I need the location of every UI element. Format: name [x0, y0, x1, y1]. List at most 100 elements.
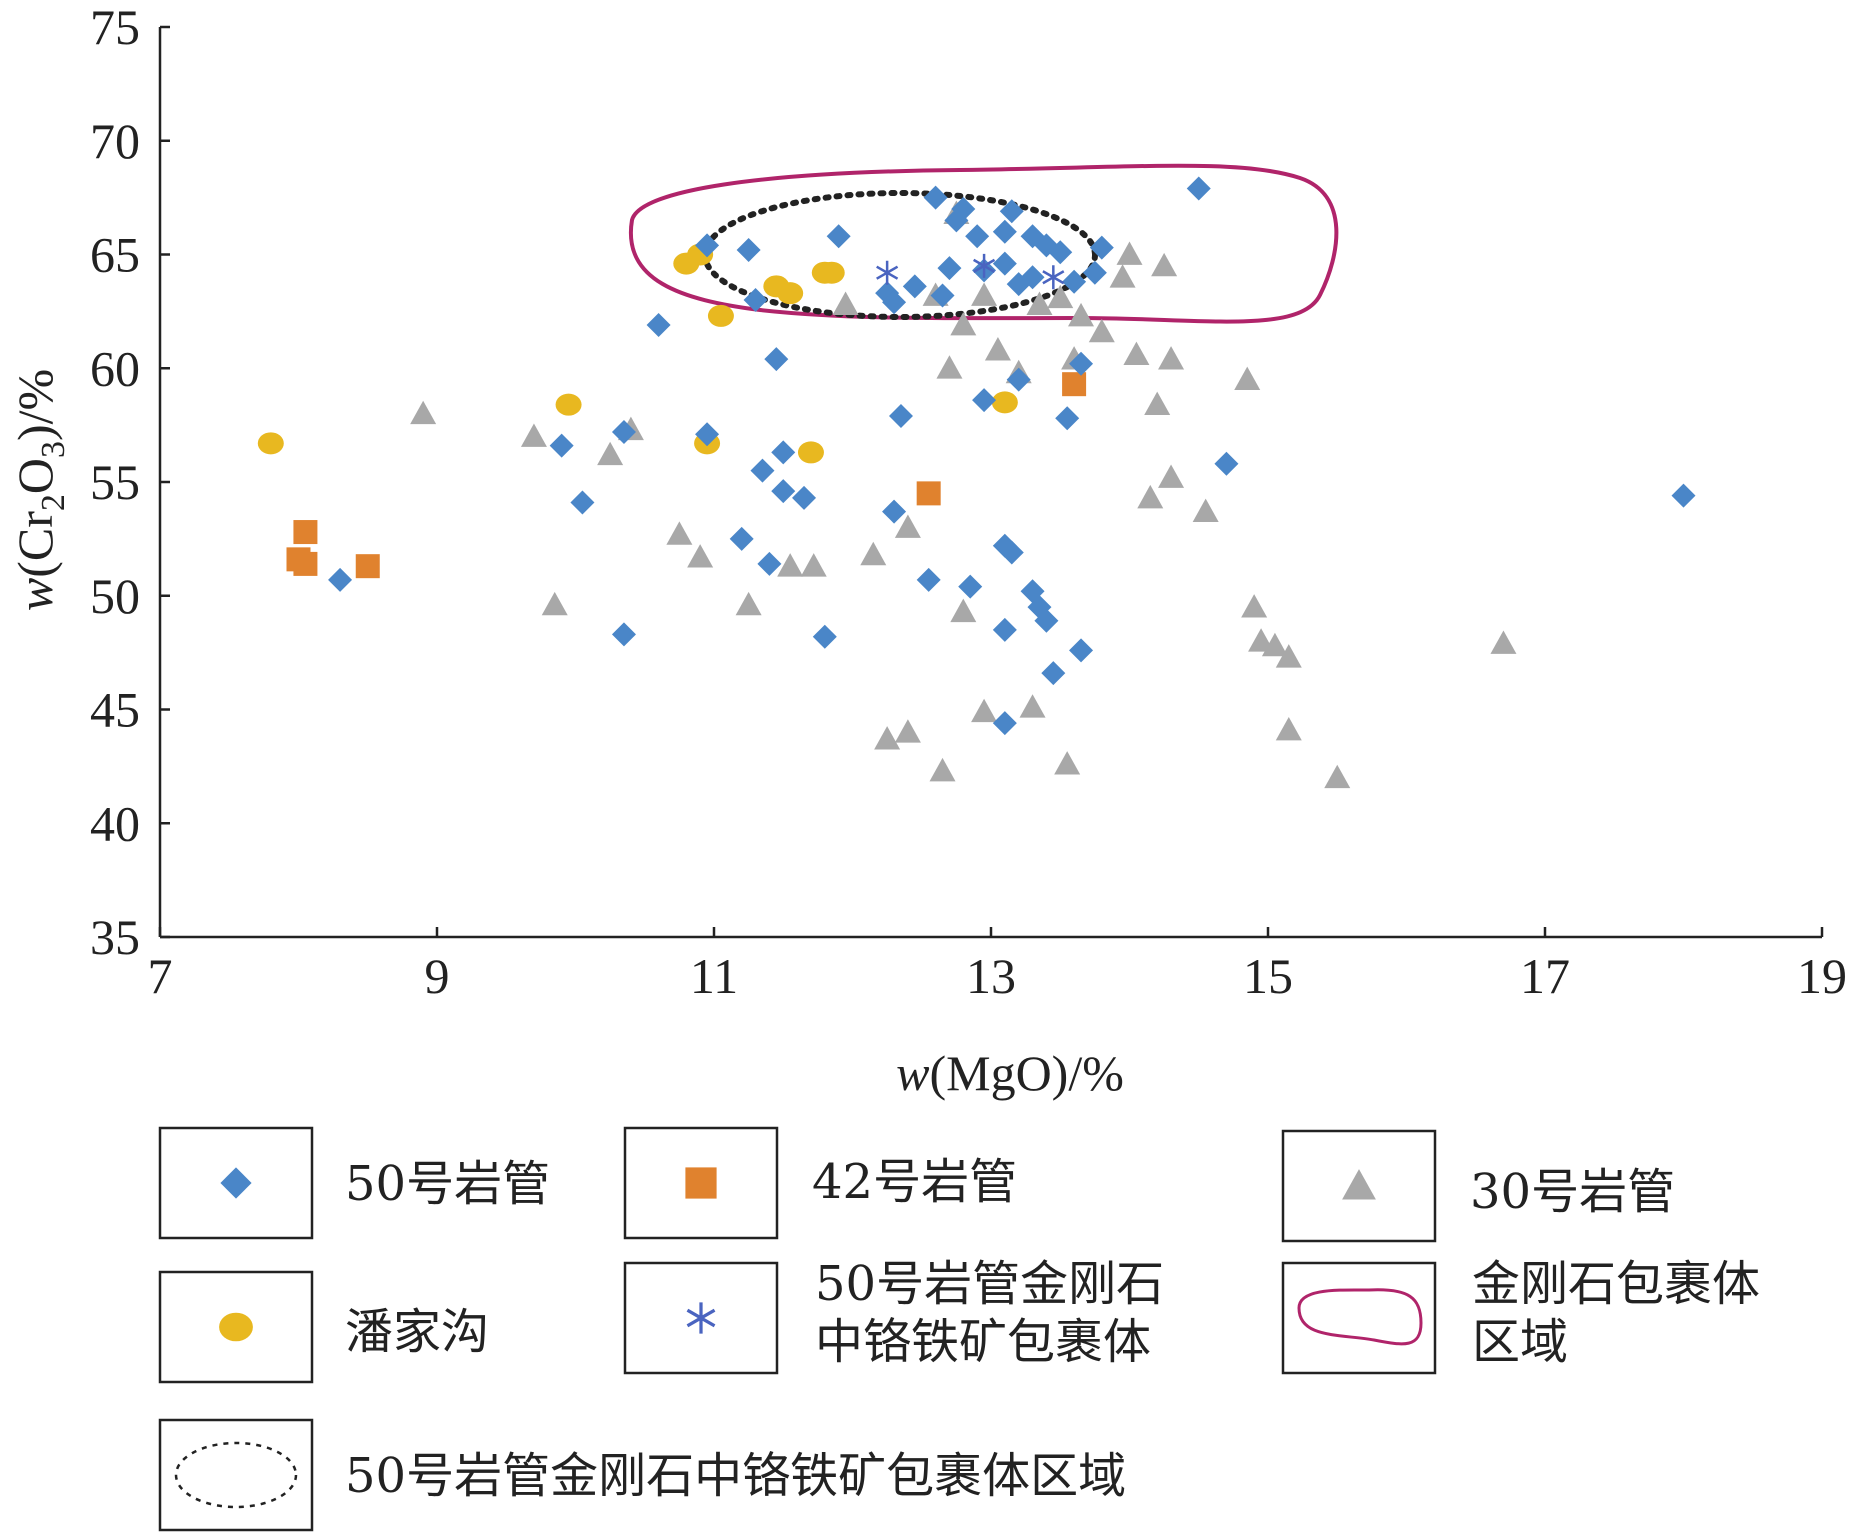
axes: 7 9 11 13 15 17 19 35 40 45 50 55 60 65 70 75: [90, 0, 1847, 1004]
data-point-triangle: [1261, 632, 1288, 657]
data-point-diamond: [757, 551, 782, 576]
y-tick-label: 50: [90, 568, 140, 624]
data-point-triangle: [1151, 252, 1178, 277]
legend-label: 50号岩管金刚石中铬铁矿包裹体区域: [345, 1448, 1126, 1504]
legend-marker-circle: [219, 1312, 253, 1342]
data-point-triangle: [1275, 644, 1302, 668]
data-point-diamond: [1020, 265, 1045, 290]
legend-swatch-box: [158, 1270, 314, 1384]
data-point-triangle: [1490, 630, 1517, 654]
data-markers: [257, 176, 1696, 789]
data-point-diamond: [1082, 260, 1107, 285]
data-point-diamond: [930, 283, 955, 308]
data-point-triangle: [1026, 291, 1053, 315]
x-tick-label: 11: [690, 948, 738, 1004]
data-point-diamond: [937, 256, 962, 281]
data-point-diamond: [771, 440, 796, 465]
legend-label: 50号岩管: [345, 1156, 550, 1212]
data-point-diamond: [972, 388, 997, 413]
data-point-triangle: [1248, 628, 1275, 652]
data-point-triangle: [777, 553, 804, 577]
y-tick-label: 40: [90, 795, 140, 851]
y-tick-label: 70: [90, 113, 140, 169]
data-point-triangle: [1137, 484, 1164, 509]
legend-label: 50号岩管金刚石: [815, 1256, 1164, 1312]
data-point-triangle: [1019, 694, 1046, 718]
data-point-diamond: [882, 290, 907, 315]
data-point-diamond: [611, 622, 636, 647]
data-point-triangle: [894, 719, 921, 743]
x-axis-title: w(MgO)/%: [896, 1045, 1124, 1101]
legend-marker-square: [685, 1167, 717, 1199]
data-point-diamond: [1062, 269, 1087, 294]
legend-swatch-box: [623, 1126, 779, 1240]
data-point-triangle: [950, 598, 977, 623]
y-tick-label: 65: [90, 227, 140, 283]
x-tick-label: 13: [966, 948, 1016, 1004]
data-point-triangle: [1088, 318, 1115, 343]
data-point-triangle: [1068, 302, 1095, 327]
data-point-triangle: [936, 355, 963, 379]
y-tick-label: 35: [90, 909, 140, 965]
legend-label: 金刚石包裹体: [1472, 1256, 1760, 1312]
data-point-triangle: [1324, 764, 1351, 789]
data-point-diamond: [965, 224, 990, 249]
legend-label: 中铬铁矿包裹体: [815, 1314, 1151, 1370]
data-point-diamond: [328, 567, 353, 592]
data-point-diamond: [1069, 638, 1094, 663]
data-point-circle: [777, 282, 804, 305]
data-point-triangle: [410, 400, 437, 425]
y-tick-label: 45: [90, 682, 140, 738]
legend-marker-solid-outline: [1297, 1288, 1423, 1346]
legend-item: 50号岩管: [158, 1126, 550, 1240]
data-point-triangle: [1116, 241, 1143, 265]
legend-item: 42号岩管: [623, 1126, 1017, 1240]
data-point-circle: [991, 391, 1018, 414]
legend-item: 潘家沟: [158, 1270, 489, 1384]
legend-swatch-box: [158, 1126, 314, 1240]
legend-label: 30号岩管: [1470, 1164, 1675, 1220]
data-point-circle: [707, 304, 734, 327]
data-point-asterisk: [973, 253, 996, 278]
data-point-triangle: [894, 514, 921, 538]
data-point-diamond: [771, 479, 796, 504]
legend-item: 50号岩管金刚石中铬铁矿包裹体: [623, 1256, 1164, 1375]
data-point-diamond: [1214, 451, 1239, 476]
data-point-triangle: [929, 757, 956, 782]
x-tick-label: 15: [1243, 948, 1293, 1004]
data-point-square: [293, 520, 318, 545]
data-point-triangle: [1192, 498, 1219, 522]
data-point-diamond: [570, 490, 595, 515]
legend-swatch-box: [623, 1261, 779, 1375]
data-point-diamond: [1671, 483, 1696, 508]
data-point-diamond: [764, 347, 789, 372]
y-tick-label: 75: [90, 0, 140, 55]
data-point-triangle: [1054, 751, 1081, 775]
data-point-diamond: [646, 313, 671, 338]
data-point-diamond: [826, 224, 851, 249]
legend-marker-triangle: [1342, 1169, 1376, 1200]
data-point-square: [293, 551, 318, 576]
x-tick-label: 17: [1520, 948, 1570, 1004]
data-point-diamond: [729, 526, 754, 551]
legend-label: 42号岩管: [812, 1154, 1017, 1210]
data-point-square: [916, 481, 941, 506]
data-point-triangle: [597, 441, 624, 466]
data-point-triangle: [1158, 464, 1185, 488]
data-point-asterisk: [876, 260, 899, 285]
data-point-diamond: [992, 711, 1017, 736]
data-point-diamond: [743, 288, 768, 312]
data-point-diamond: [736, 237, 761, 262]
data-point-diamond: [1089, 235, 1114, 260]
legend-swatch-box: [1281, 1129, 1437, 1243]
data-point-diamond: [792, 485, 817, 510]
legend-marker-asterisk: [686, 1302, 716, 1334]
data-point-diamond: [992, 617, 1017, 642]
data-point-diamond: [882, 499, 907, 524]
x-tick-label: 9: [425, 948, 450, 1004]
data-point-triangle: [687, 544, 714, 568]
data-point-diamond: [902, 274, 927, 299]
data-point-triangle: [1234, 366, 1261, 391]
